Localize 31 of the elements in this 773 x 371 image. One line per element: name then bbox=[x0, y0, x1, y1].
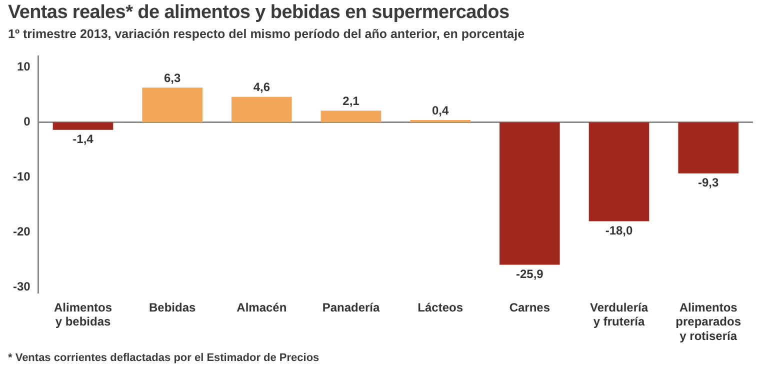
y-tick-label: 10 bbox=[16, 60, 31, 74]
bar bbox=[52, 122, 114, 130]
x-tick-label: Alimentos y bebidas bbox=[54, 300, 112, 329]
data-label: -18,0 bbox=[605, 224, 633, 238]
bar bbox=[232, 96, 292, 122]
x-tick-label: Verdulería y frutería bbox=[590, 300, 648, 329]
y-tick-label: 0 bbox=[24, 114, 31, 129]
chart-subtitle: 1º trimestre 2013, variación respecto del mismo período del año anterior, en porcentaje bbox=[8, 27, 525, 41]
data-label: -25,9 bbox=[516, 267, 544, 282]
x-tick-label: Carnes bbox=[509, 300, 550, 314]
bar bbox=[678, 122, 738, 174]
x-tick-label: Lácteos bbox=[418, 300, 464, 314]
y-tick-label: -30 bbox=[13, 280, 31, 294]
x-tick-label: Bebidas bbox=[149, 300, 196, 314]
data-label: 0,4 bbox=[432, 103, 449, 118]
y-tick-label: -10 bbox=[13, 170, 31, 184]
bar bbox=[588, 122, 650, 222]
y-tick-label: -20 bbox=[13, 224, 31, 239]
data-label: 6,3 bbox=[164, 70, 182, 85]
bar bbox=[142, 88, 202, 122]
data-label: -9,3 bbox=[698, 176, 719, 190]
x-tick-label: Almacén bbox=[236, 300, 287, 314]
text: * Ventas corrientes deflactadas por el Estimador de Precios bbox=[8, 352, 320, 364]
chart-title: Ventas reales* de alimentos y bebidas en supermercados bbox=[8, 2, 510, 24]
x-tick-label: Panadería bbox=[322, 300, 380, 314]
bar bbox=[320, 110, 382, 122]
x-tick-label: Alimentos preparados y rotisería bbox=[676, 300, 742, 344]
data-label: -1,4 bbox=[72, 132, 94, 146]
data-label: 2,1 bbox=[342, 94, 360, 108]
bar bbox=[500, 122, 560, 265]
data-label: 4,6 bbox=[253, 80, 270, 94]
